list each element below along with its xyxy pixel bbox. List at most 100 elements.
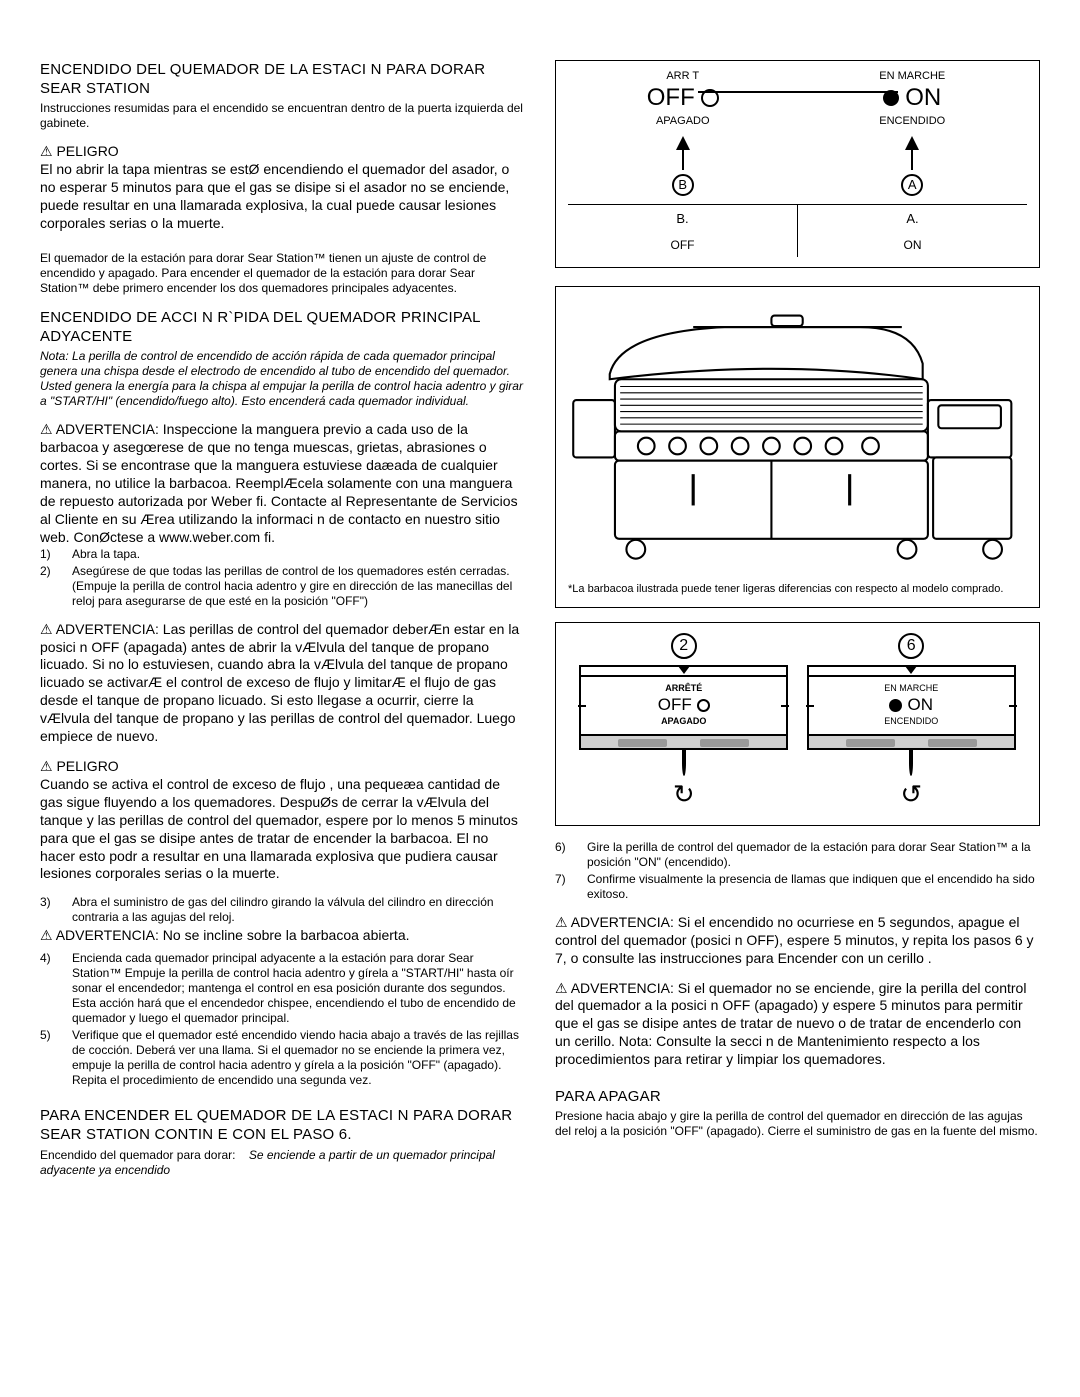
warning-body-3: ADVERTENCIA: No se incline sobre la barb… [56, 927, 410, 943]
step-4: 4) Encienda cada quemador principal adya… [40, 951, 525, 1026]
title-continue-step6: PARA ENCENDER EL QUEMADOR DE LA ESTACI N… [40, 1106, 525, 1144]
step-num: 4) [40, 951, 54, 1026]
title-snap-ignition: ENCENDIDO DE ACCI N R`PIDA DEL QUEMADOR … [40, 308, 525, 346]
rotate-arrow-icon: ↻ [673, 778, 695, 811]
warning-block-4: ADVERTENCIA: Si el encendido no ocurries… [555, 914, 1040, 968]
knob-open-icon [697, 699, 710, 712]
fold-notch-icon [581, 667, 786, 677]
tick-icon [1009, 705, 1017, 707]
step-num: 1) [40, 547, 54, 562]
dd-t2-off: OFF [585, 694, 782, 716]
dual-dial-diagram: 2 ARRÊTÉ OFF APAGADO [555, 622, 1040, 826]
fold-notch-icon [809, 667, 1014, 677]
step-6: 6) Gire la perilla de control del quemad… [555, 840, 1040, 870]
dd-item-6: 6 EN MARCHE ON ENCENDIDO [807, 633, 1016, 811]
warning-body-5: ADVERTENCIA: Si el quemador no se encien… [555, 980, 1026, 1068]
step-num: 3) [40, 895, 54, 925]
grill-caption: *La barbacoa ilustrada puede tener liger… [568, 583, 1027, 597]
arrow-stem [911, 150, 913, 170]
grill-svg [568, 301, 1027, 572]
sear-note: El quemador de la estación para dorar Se… [40, 251, 525, 296]
table-cell-b: B. [568, 205, 798, 234]
title-sear-station: ENCENDIDO DEL QUEMADOR DE LA ESTACI N PA… [40, 60, 525, 98]
step-text: Confirme visualmente la presencia de lla… [587, 872, 1040, 902]
table-cell-a: A. [798, 205, 1027, 234]
grill-illustration: *La barbacoa ilustrada puede tener liger… [555, 286, 1040, 608]
on-txt: ON [907, 694, 933, 716]
dd-base [682, 750, 686, 776]
danger-block-2: PELIGRO Cuando se activa el control de e… [40, 758, 525, 883]
label-apagado: APAGADO [656, 114, 710, 128]
danger-label-2: PELIGRO [56, 758, 118, 774]
snap-note: Nota: La perilla de control de encendido… [40, 349, 525, 409]
off-text: OFF [647, 83, 695, 114]
step-num: 2) [40, 564, 54, 609]
dd-t3-encendido: ENCENDIDO [813, 716, 1010, 728]
step-7: 7) Confirme visualmente la presencia de … [555, 872, 1040, 902]
step-num: 7) [555, 872, 569, 902]
warning-block-3: ADVERTENCIA: No se incline sobre la barb… [40, 927, 525, 945]
dd-body: EN MARCHE ON ENCENDIDO [809, 677, 1014, 734]
arrow-stem [682, 150, 684, 170]
label-encendido: ENCENDIDO [879, 114, 945, 128]
label-on: ON [883, 83, 941, 114]
on-text: ON [905, 83, 941, 114]
warning-block-2: ADVERTENCIA: Las perillas de control del… [40, 621, 525, 746]
danger-body-2: Cuando se activa el control de exceso de… [40, 776, 525, 883]
step-text: Abra la tapa. [72, 547, 525, 562]
step-5: 5) Verifique que el quemador esté encend… [40, 1028, 525, 1088]
dial-col-a: EN MARCHE ON ENCENDIDO A [798, 69, 1028, 196]
dd-t3-apagado: APAGADO [585, 716, 782, 728]
page-root: ENCENDIDO DEL QUEMADOR DE LA ESTACI N PA… [40, 60, 1040, 1178]
label-arret: ARR T [666, 69, 699, 83]
step-2: 2) Asegúrese de que todas las perillas d… [40, 564, 525, 609]
dd-t1-arrete: ARRÊTÉ [585, 683, 782, 695]
dd-base [909, 750, 913, 776]
step-text: Encienda cada quemador principal adyacen… [72, 951, 525, 1026]
danger-body-1: El no abrir la tapa mientras se estØ enc… [40, 161, 525, 233]
arrow-up-icon [676, 136, 690, 150]
warning-icon [40, 421, 53, 437]
step-text: Abra el suministro de gas del cilindro g… [72, 895, 525, 925]
note-ignition-lead: Encendido del quemador para dorar: Se en… [40, 1148, 525, 1178]
dd-t1-enmarche: EN MARCHE [813, 683, 1010, 695]
warning-body-1: ADVERTENCIA: Inspeccione la manguera pre… [40, 421, 518, 544]
table-cell-off: OFF [568, 234, 798, 257]
dd-row: 2 ARRÊTÉ OFF APAGADO [570, 633, 1025, 811]
step-text: Asegúrese de que todas las perillas de c… [72, 564, 525, 609]
dd-band [809, 734, 1014, 748]
step-num: 5) [40, 1028, 54, 1088]
step-1: 1) Abra la tapa. [40, 547, 525, 562]
tick-icon [578, 705, 586, 707]
dial-diagram-top: ARR T OFF APAGADO B EN MARCHE ON [555, 60, 1040, 268]
dd-body: ARRÊTÉ OFF APAGADO [581, 677, 786, 734]
right-column: ARR T OFF APAGADO B EN MARCHE ON [555, 60, 1040, 1178]
arrow-up-icon [905, 136, 919, 150]
warning-icon [40, 621, 53, 637]
step-num: 6) [555, 840, 569, 870]
step-text: Gire la perilla de control del quemador … [587, 840, 1040, 870]
warning-body-2: ADVERTENCIA: Las perillas de control del… [40, 621, 519, 744]
tick-icon [806, 705, 814, 707]
warning-block-1: ADVERTENCIA: Inspeccione la manguera pre… [40, 421, 525, 546]
knob-filled-icon [889, 699, 902, 712]
warning-icon [40, 927, 53, 943]
warning-body-4: ADVERTENCIA: Si el encendido no ocurries… [555, 914, 1034, 966]
rotate-arrow-icon: ↺ [900, 778, 922, 811]
circle-b: B [672, 174, 694, 196]
circled-2-icon: 2 [671, 633, 697, 659]
intro-text: Instrucciones resumidas para el encendid… [40, 101, 525, 131]
warning-icon [555, 914, 568, 930]
table-cell-on: ON [798, 234, 1027, 257]
circled-6-icon: 6 [898, 633, 924, 659]
step-3: 3) Abra el suministro de gas del cilindr… [40, 895, 525, 925]
warning-icon [40, 758, 53, 774]
danger-block-1: PELIGRO El no abrir la tapa mientras se … [40, 143, 525, 233]
label-enmarche: EN MARCHE [879, 69, 945, 83]
warning-icon [40, 143, 53, 159]
circle-a: A [901, 174, 923, 196]
para-apagar-body: Presione hacia abajo y gire la perilla d… [555, 1109, 1040, 1139]
dd-item-2: 2 ARRÊTÉ OFF APAGADO [579, 633, 788, 811]
dial-col-b: ARR T OFF APAGADO B [568, 69, 798, 196]
step-text: Verifique que el quemador esté encendido… [72, 1028, 525, 1088]
